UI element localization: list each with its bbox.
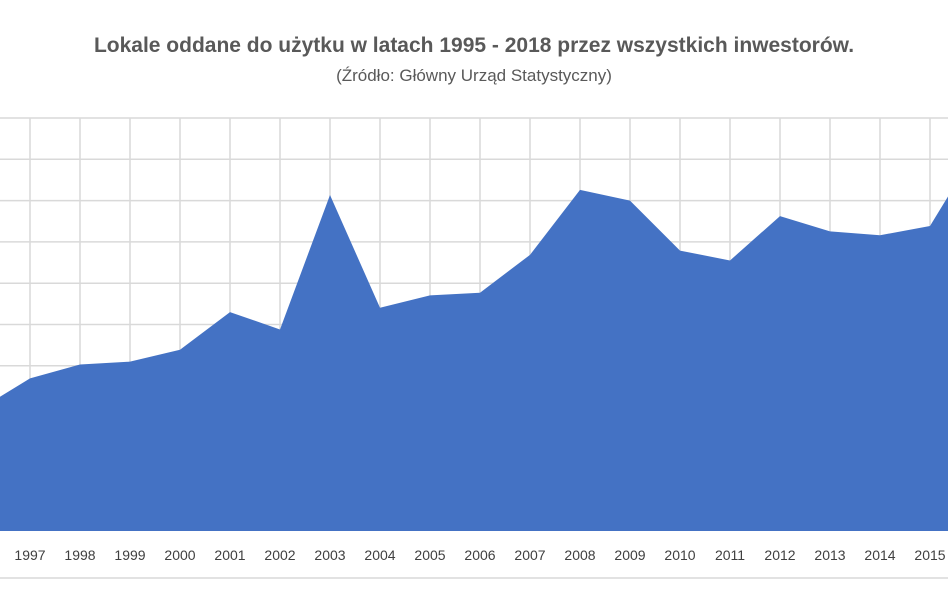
x-tick-label: 2000 [164, 547, 195, 563]
x-tick-label: 2002 [264, 547, 295, 563]
x-tick-label: 2007 [514, 547, 545, 563]
x-tick-label: 2004 [364, 547, 395, 563]
series-area [0, 189, 948, 531]
x-tick-label: 2013 [814, 547, 845, 563]
x-tick-label: 1998 [64, 547, 95, 563]
chart-title: Lokale oddane do użytku w latach 1995 - … [93, 34, 855, 57]
x-tick-label: 2015 [914, 547, 945, 563]
x-tick-label: 2010 [664, 547, 695, 563]
x-tick-label: 2009 [614, 547, 645, 563]
x-tick-label: 1997 [14, 547, 45, 563]
x-tick-label: 2011 [715, 547, 745, 563]
x-tick-label: 2008 [564, 547, 595, 563]
x-tick-label: 1999 [114, 547, 145, 563]
chart-subtitle: (Źródło: Główny Urząd Statystyczny) [336, 66, 612, 85]
x-tick-label: 2003 [314, 547, 345, 563]
x-tick-label: 2001 [214, 547, 245, 563]
x-tick-label: 2014 [864, 547, 895, 563]
x-tick-label: 2005 [414, 547, 445, 563]
x-tick-label: 2012 [764, 547, 795, 563]
x-tick-label: 2006 [464, 547, 495, 563]
